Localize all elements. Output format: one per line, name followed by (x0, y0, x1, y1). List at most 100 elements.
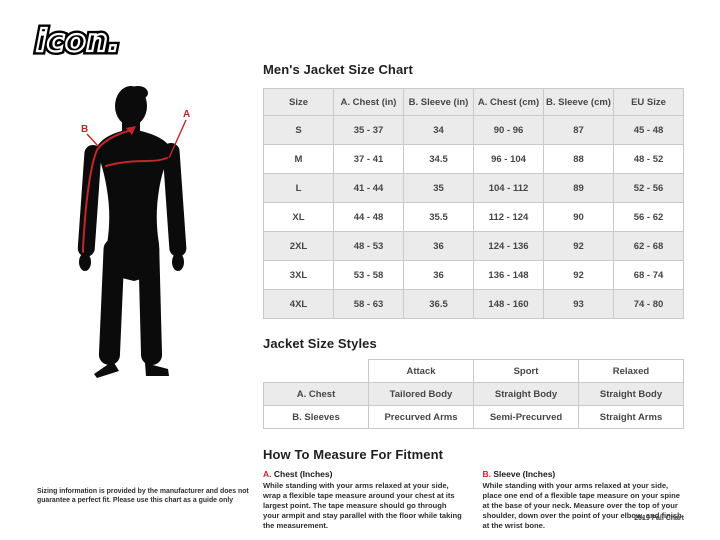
sleeve-measure-line (82, 129, 133, 253)
table-cell: 62 - 68 (613, 231, 684, 261)
chart-version: 2019 Fall Chart (634, 515, 684, 522)
icon-logo-text: icon. (35, 23, 121, 60)
column-header: Relaxed (578, 359, 684, 383)
table-cell: 96 - 104 (473, 144, 544, 174)
table-cell: 36 (403, 231, 474, 261)
table-row: L 41 - 44 35 104 - 112 89 52 - 56 (263, 173, 684, 203)
body-silhouette-graphic: A B (77, 86, 190, 378)
table-cell: Straight Arms (578, 405, 684, 429)
size-chart-title: Men's Jacket Size Chart (263, 62, 413, 77)
column-header: Size (263, 88, 334, 116)
measure-chest-heading: A. Chest (Inches) (263, 469, 465, 479)
table-cell: Straight Body (578, 382, 684, 406)
measurement-figure: A B (55, 84, 225, 379)
table-cell: 89 (543, 173, 614, 203)
table-cell: 35 (403, 173, 474, 203)
column-header: Sport (473, 359, 579, 383)
measure-sleeve-label: Sleeve (Inches) (491, 469, 556, 479)
table-cell: 104 - 112 (473, 173, 544, 203)
measure-columns: A. Chest (Inches) While standing with yo… (263, 469, 684, 531)
measure-chest-label: Chest (Inches) (271, 469, 333, 479)
table-row: 4XL 58 - 63 36.5 148 - 160 93 74 - 80 (263, 289, 684, 319)
table-cell: 90 (543, 202, 614, 232)
table-cell: 58 - 63 (333, 289, 404, 319)
table-row: XL 44 - 48 35.5 112 - 124 90 56 - 62 (263, 202, 684, 232)
table-cell: 53 - 58 (333, 260, 404, 290)
table-cell: 68 - 74 (613, 260, 684, 290)
table-cell: 44 - 48 (333, 202, 404, 232)
column-header: B. Sleeve (cm) (543, 88, 614, 116)
table-cell: 48 - 52 (613, 144, 684, 174)
table-cell: 74 - 80 (613, 289, 684, 319)
table-cell: 87 (543, 115, 614, 145)
measure-chest-prefix: A. (263, 469, 272, 479)
header-row: Attack Sport Relaxed (263, 359, 684, 383)
table-cell: 4XL (263, 289, 334, 319)
table-cell: Tailored Body (368, 382, 474, 406)
label-a: A (183, 109, 190, 120)
measure-chest-text: While standing with your arms relaxed at… (263, 481, 462, 530)
table-cell: 48 - 53 (333, 231, 404, 261)
table-cell: Precurved Arms (368, 405, 474, 429)
table-cell: 34 (403, 115, 474, 145)
table-cell: 90 - 96 (473, 115, 544, 145)
table-row: 3XL 53 - 58 36 136 - 148 92 68 - 74 (263, 260, 684, 290)
table-cell: L (263, 173, 334, 203)
measure-sleeve-prefix: B. (482, 469, 492, 479)
table-cell: 35 - 37 (333, 115, 404, 145)
table-cell: 92 (543, 231, 614, 261)
table-cell: M (263, 144, 334, 174)
table-cell: 34.5 (403, 144, 474, 174)
table-cell: B. Sleeves (263, 405, 369, 429)
body-silhouette (77, 86, 187, 378)
table-cell: 35.5 (403, 202, 474, 232)
table-cell: 3XL (263, 260, 334, 290)
table-row: 2XL 48 - 53 36 124 - 136 92 62 - 68 (263, 231, 684, 261)
icon-logo: icon. icon. (33, 21, 166, 66)
size-styles-table: Attack Sport Relaxed A. Chest Tailored Body… (263, 359, 684, 429)
column-header: A. Chest (cm) (473, 88, 544, 116)
table-cell: Semi-Precurved (473, 405, 579, 429)
table-cell: 2XL (263, 231, 334, 261)
sleeve-line-arrowhead (126, 126, 136, 135)
callout-line-b (86, 133, 99, 147)
table-cell: 56 - 62 (613, 202, 684, 232)
table-cell: 124 - 136 (473, 231, 544, 261)
callout-line-a (168, 119, 187, 159)
chart-content: Men's Jacket Size Chart Size A. Chest (in… (263, 62, 684, 531)
column-header: A. Chest (in) (333, 88, 404, 116)
table-cell: XL (263, 202, 334, 232)
table-cell: 88 (543, 144, 614, 174)
table-row: A. Chest Tailored Body Straight Body Straig… (263, 382, 684, 406)
table-cell: 37 - 41 (333, 144, 404, 174)
table-cell: Straight Body (473, 382, 579, 406)
table-cell: A. Chest (263, 382, 369, 406)
measure-section-sleeve: B. Sleeve (Inches) While standing with y… (483, 469, 685, 531)
header-row: Size A. Chest (in) B. Sleeve (in) A. Chest … (263, 88, 684, 116)
sizing-disclaimer: Sizing information is provided by the ma… (37, 488, 249, 504)
table-cell: 36 (403, 260, 474, 290)
table-row: M 37 - 41 34.5 96 - 104 88 48 - 52 (263, 144, 684, 174)
label-b: B (81, 124, 88, 135)
chest-measure-line (105, 157, 168, 167)
table-cell: 52 - 56 (613, 173, 684, 203)
column-header: EU Size (613, 88, 684, 116)
column-header: Attack (368, 359, 474, 383)
icon-logo-outline: icon. (33, 21, 123, 63)
measurement-lines (82, 129, 168, 253)
callout-connectors (86, 119, 187, 159)
size-styles-title: Jacket Size Styles (263, 336, 377, 351)
table-row: S 35 - 37 34 90 - 96 87 45 - 48 (263, 115, 684, 145)
column-header (263, 359, 369, 383)
size-chart-table: Size A. Chest (in) B. Sleeve (in) A. Chest … (263, 88, 684, 319)
table-cell: 93 (543, 289, 614, 319)
table-cell: 36.5 (403, 289, 474, 319)
measure-title: How To Measure For Fitment (263, 447, 444, 462)
table-cell: 45 - 48 (613, 115, 684, 145)
measure-sleeve-heading: B. Sleeve (Inches) (483, 469, 685, 479)
table-cell: 92 (543, 260, 614, 290)
table-cell: 148 - 160 (473, 289, 544, 319)
measure-sleeve-text: While standing with your arms relaxed at… (482, 481, 682, 530)
table-cell: 136 - 148 (473, 260, 544, 290)
column-header: B. Sleeve (in) (403, 88, 474, 116)
